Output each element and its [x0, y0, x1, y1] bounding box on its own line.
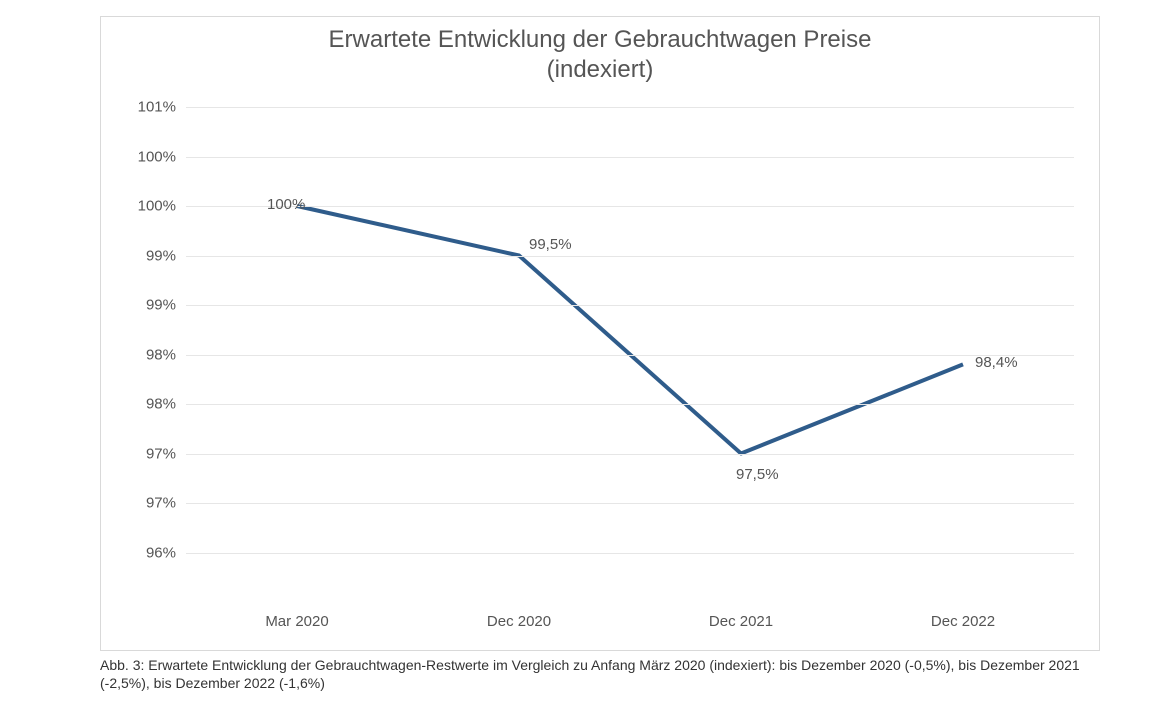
y-axis-label: 97%: [121, 495, 176, 512]
x-axis-label: Dec 2022: [931, 613, 995, 630]
gridline: [186, 157, 1074, 158]
y-axis-label: 99%: [121, 297, 176, 314]
gridline: [186, 107, 1074, 108]
y-axis-label: 101%: [121, 99, 176, 116]
gridline: [186, 355, 1074, 356]
y-axis-label: 100%: [121, 148, 176, 165]
gridline: [186, 404, 1074, 405]
gridline: [186, 553, 1074, 554]
x-axis-label: Mar 2020: [265, 613, 328, 630]
y-axis-label: 97%: [121, 445, 176, 462]
chart-title: Erwartete Entwicklung der Gebrauchtwagen…: [101, 25, 1099, 85]
gridline: [186, 503, 1074, 504]
chart-title-line1: Erwartete Entwicklung der Gebrauchtwagen…: [329, 26, 872, 53]
data-point-label: 100%: [267, 196, 305, 213]
data-point-label: 97,5%: [736, 466, 779, 483]
y-axis-label: 99%: [121, 247, 176, 264]
plot-area: 101%100%100%99%99%98%98%97%97%96%Mar 202…: [186, 107, 1074, 602]
gridline: [186, 305, 1074, 306]
y-axis-label: 96%: [121, 544, 176, 561]
figure-caption: Abb. 3: Erwartete Entwicklung der Gebrau…: [100, 656, 1100, 692]
y-axis-label: 98%: [121, 346, 176, 363]
data-point-label: 98,4%: [975, 354, 1018, 371]
chart-title-line2: (indexiert): [547, 56, 654, 83]
line-path: [297, 206, 963, 454]
x-axis-label: Dec 2021: [709, 613, 773, 630]
chart-wrapper: Erwartete Entwicklung der Gebrauchtwagen…: [0, 0, 1163, 726]
x-axis-label: Dec 2020: [487, 613, 551, 630]
gridline: [186, 454, 1074, 455]
chart-frame: Erwartete Entwicklung der Gebrauchtwagen…: [100, 16, 1100, 651]
y-axis-label: 100%: [121, 198, 176, 215]
data-point-label: 99,5%: [529, 236, 572, 253]
gridline: [186, 256, 1074, 257]
y-axis-label: 98%: [121, 396, 176, 413]
gridline: [186, 206, 1074, 207]
